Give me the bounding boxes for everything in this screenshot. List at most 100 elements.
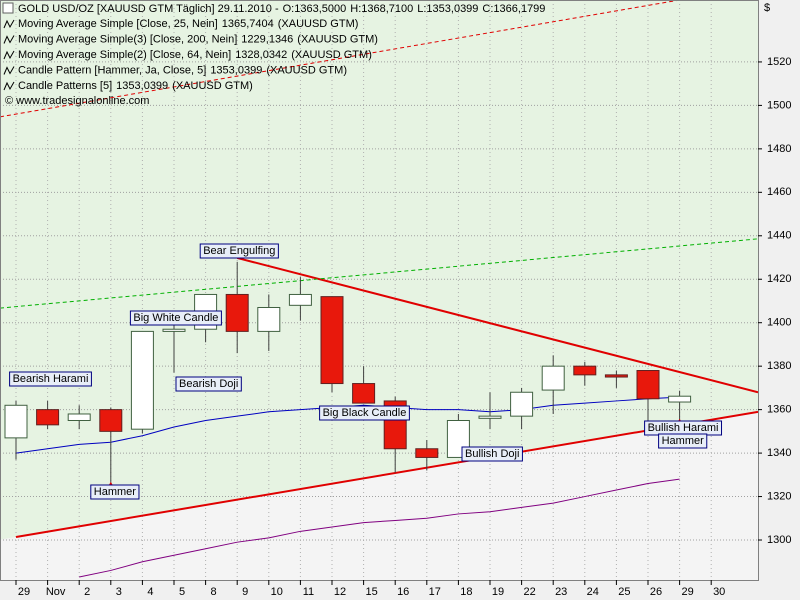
candle-body: [288, 293, 312, 306]
header-text: Candle Pattern [Hammer, Ja, Close, 5]: [18, 64, 206, 76]
header-text: 1365,7404: [222, 18, 274, 30]
y-tick-label: 1300: [767, 534, 791, 546]
y-tick-label: 1400: [767, 317, 791, 329]
y-tick-label: 1520: [767, 56, 791, 68]
y-tick-label: 1360: [767, 404, 791, 416]
header-text: H:1368,7100: [350, 3, 413, 15]
candle-body: [415, 448, 439, 458]
x-tick-label: 16: [397, 586, 409, 598]
x-tick-label: 15: [365, 586, 377, 598]
x-tick-label: Nov: [46, 586, 66, 598]
x-tick-label: 30: [713, 586, 725, 598]
legend-icon: [3, 81, 15, 91]
candle-body: [67, 413, 91, 421]
x-tick-label: 12: [334, 586, 346, 598]
candle-body: [162, 328, 186, 332]
header-text: (XAUUSD GTM): [297, 33, 378, 45]
header-text: (XAUUSD GTM): [278, 18, 359, 30]
y-tick-label: 1440: [767, 230, 791, 242]
x-tick-label: 18: [460, 586, 472, 598]
x-tick-label: 9: [242, 586, 248, 598]
lower-region: [0, 411, 758, 580]
legend-icon: [3, 35, 15, 44]
legend-icon: [3, 19, 15, 29]
annotation-text: Bear Engulfing: [203, 245, 275, 257]
copyright: © www.tradesignalonline.com: [5, 95, 149, 107]
y-axis-label: $: [764, 2, 770, 14]
annotation-box: [9, 371, 92, 387]
candle-body: [4, 404, 28, 439]
header-text: L:1353,0399: [417, 3, 478, 15]
candle-body: [36, 409, 60, 426]
y-tick-label: 1380: [767, 360, 791, 372]
header-text: (XAUUSD GTM): [172, 80, 253, 92]
annotation-text: Bearish Harami: [13, 373, 89, 385]
header-text: 1353,0399: [116, 80, 168, 92]
annotation-text: Big Black Candle: [323, 407, 407, 419]
candle-body: [99, 409, 123, 432]
header-text: O:1363,5000: [283, 3, 347, 15]
candle-body: [257, 306, 281, 332]
header-text: (XAUUSD GTM): [266, 64, 347, 76]
annotation-text: Bullish Doji: [465, 448, 519, 460]
annotation-text: Bearish Doji: [179, 378, 238, 390]
candle-body: [573, 365, 597, 376]
annotation-box: [658, 433, 708, 449]
header-text: 1328,0342: [235, 49, 287, 61]
x-tick-label: 3: [116, 586, 122, 598]
candle-body: [320, 296, 344, 385]
x-tick-label: 10: [271, 586, 283, 598]
x-tick-label: 23: [555, 586, 567, 598]
annotation-box: [199, 243, 279, 259]
candle-body: [352, 383, 376, 404]
candle-body: [225, 293, 249, 332]
y-tick-label: 1460: [767, 186, 791, 198]
x-tick-label: 4: [147, 586, 153, 598]
moving-average-line: [79, 478, 680, 578]
header-text: Moving Average Simple(2) [Close, 64, Nei…: [18, 49, 231, 61]
annotation-box: [319, 405, 410, 421]
x-tick-label: 24: [587, 586, 599, 598]
header-text: GOLD USD/OZ [XAUUSD GTM Täglich] 29.11.2…: [18, 3, 279, 15]
header-text: (XAUUSD GTM): [291, 49, 372, 61]
trendline: [236, 256, 758, 394]
plot-border: [0, 0, 759, 581]
x-tick-label: 22: [523, 586, 535, 598]
annotation-text: Hammer: [94, 486, 137, 498]
x-tick-label: 29: [18, 586, 30, 598]
annotation-box: [129, 310, 222, 326]
annotation-text: Big White Candle: [133, 312, 218, 324]
header-text: 1353,0399: [210, 64, 262, 76]
legend-icon: [3, 50, 15, 60]
overlay: Bearish Harami Hammer Big White Candle Bear…: [9, 243, 723, 500]
header-text: C:1366,1799: [482, 3, 545, 15]
trendline: [0, 238, 758, 309]
x-tick-label: 8: [211, 586, 217, 598]
x-tick-label: 25: [618, 586, 630, 598]
annotation-box: [175, 376, 242, 392]
legend-icon: [3, 66, 15, 75]
annotation-text: Bullish Harami: [648, 422, 719, 434]
candle-body: [478, 415, 502, 419]
y-tick-label: 1500: [767, 99, 791, 111]
annotation-box: [90, 484, 140, 500]
candle-body: [604, 374, 628, 378]
x-tick-label: 17: [429, 586, 441, 598]
candle-body: [130, 330, 154, 430]
trendline: [0, 0, 683, 118]
header-text: Moving Average Simple(3) [Close, 200, Ne…: [18, 33, 237, 45]
header-icon: [2, 2, 14, 14]
y-tick-label: 1480: [767, 143, 791, 155]
x-tick-label: 19: [492, 586, 504, 598]
y-tick-label: 1340: [767, 447, 791, 459]
x-tick-label: 5: [179, 586, 185, 598]
candle-body: [668, 395, 692, 403]
y-tick-label: 1320: [767, 490, 791, 502]
y-tick-label: 1420: [767, 273, 791, 285]
trendline: [15, 410, 758, 538]
header-text: Candle Patterns [5]: [18, 80, 112, 92]
x-tick-label: 11: [303, 586, 314, 598]
annotation-text: Hammer: [662, 435, 705, 447]
x-tick-label: 2: [84, 586, 90, 598]
